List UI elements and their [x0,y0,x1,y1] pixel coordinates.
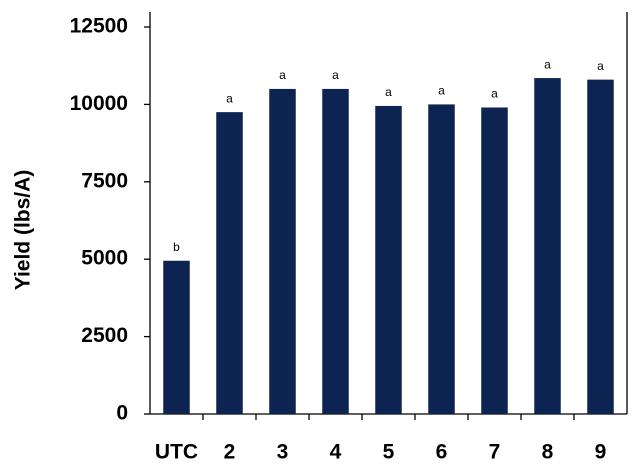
y-axis-label: Yield (lbs/A) [12,170,35,291]
x-tick-label: 6 [436,441,448,464]
x-tick-label: 4 [330,441,342,464]
significance-letter: a [226,91,233,105]
bar [322,88,349,415]
bar [587,79,614,414]
significance-letter: a [279,68,286,82]
significance-letter: b [173,240,180,254]
significance-letter: a [544,57,551,71]
x-tick-label: 3 [277,441,289,464]
bar [269,88,296,415]
x-tick-label: 8 [542,441,554,464]
y-tick-label: 12500 [70,15,128,38]
significance-letter: a [332,68,339,82]
x-tick-label: UTC [155,441,198,464]
x-tick-label: 5 [383,441,395,464]
significance-letter: a [491,87,498,101]
y-tick-label: 5000 [81,247,128,270]
bar [216,112,243,414]
significance-letter: a [597,59,604,73]
bar [481,107,508,414]
significance-letter: a [438,84,445,98]
bar [163,260,190,414]
y-tick-label: 10000 [70,92,128,115]
bar [534,78,561,415]
bar [428,104,455,415]
y-tick-label: 2500 [81,324,128,347]
bar [375,105,402,414]
x-tick-label: 7 [489,441,501,464]
x-tick-label: 9 [595,441,607,464]
significance-letter: a [385,85,392,99]
y-tick-label: 7500 [81,169,128,192]
y-tick-label: 0 [116,402,128,425]
x-tick-label: 2 [224,441,236,464]
